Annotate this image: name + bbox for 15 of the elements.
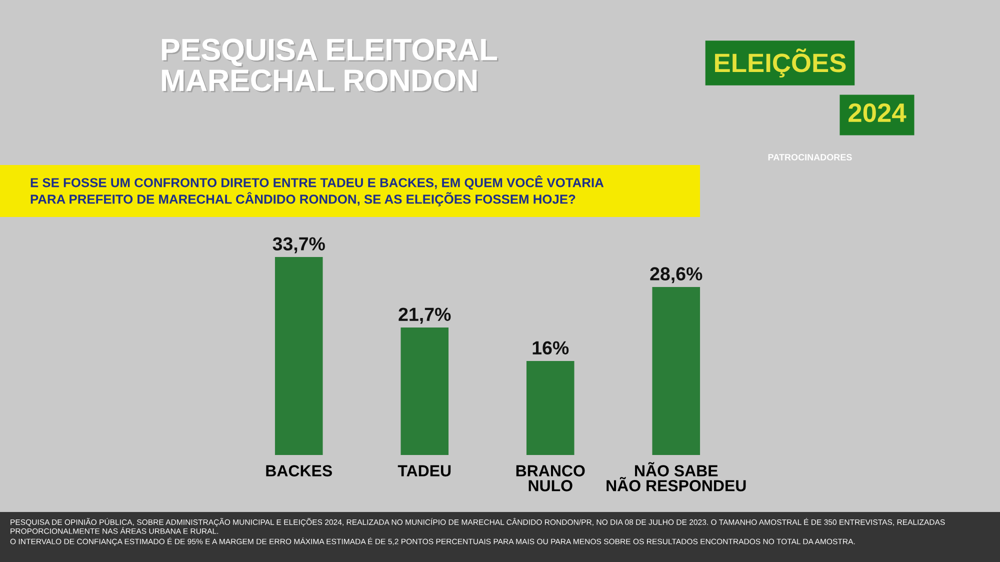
x-tick-label: BRANCO NULO xyxy=(516,465,585,492)
bar xyxy=(400,327,449,455)
chart-subtitle: E SE FOSSE UM CONFRONTO DIRETO ENTRE TADEU E BACKES, EM QUEM VOCÊ VOTARIA PARA PREFEITO DE MARECHAL CÂNDIDO RONDON, SE AS ELEIÇÕES FOSSEM HOJE? xyxy=(30,176,604,206)
text: 2024 xyxy=(848,103,906,122)
bar xyxy=(274,256,323,455)
bar xyxy=(652,286,700,455)
bar xyxy=(526,360,574,455)
x-tick-label: NÃO SABE NÃO RESPONDEU xyxy=(606,462,746,492)
x-tick-label: BACKES xyxy=(266,465,332,476)
data-label: 33,7% xyxy=(272,237,325,254)
data-label: 28,6% xyxy=(650,267,702,284)
data-label: 21,7% xyxy=(398,308,451,324)
text: ELEIÇÕES xyxy=(715,48,846,78)
x-tick-label: TADEU xyxy=(398,465,451,476)
data-label: 16% xyxy=(532,341,569,354)
